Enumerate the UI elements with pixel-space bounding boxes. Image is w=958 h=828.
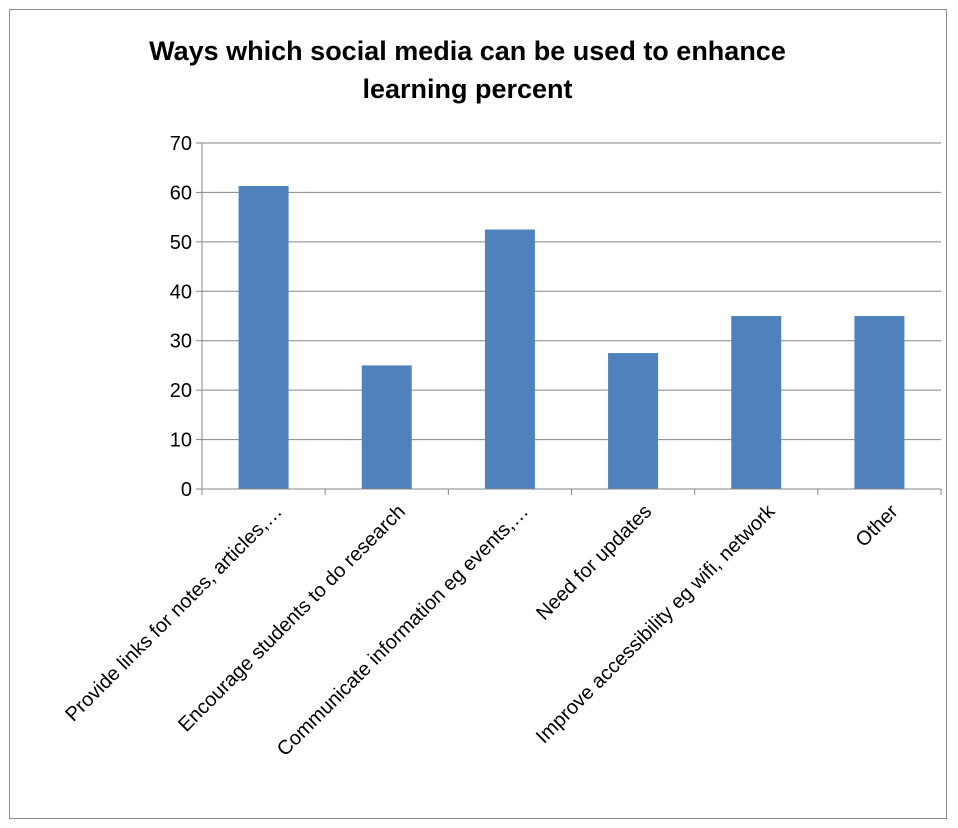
- bar-6: [854, 316, 905, 489]
- chart-frame: [9, 9, 947, 819]
- y-tick-label-40: 40: [170, 281, 192, 303]
- category-label-3: Communicate information eg events,…: [273, 501, 533, 761]
- bar-5: [731, 316, 782, 489]
- y-tick-label-20: 20: [170, 380, 192, 402]
- y-tick-label-50: 50: [170, 232, 192, 254]
- y-tick-label-70: 70: [170, 133, 192, 155]
- category-label-4: Need for updates: [532, 501, 656, 625]
- y-tick-label-10: 10: [170, 430, 192, 452]
- category-label-6: Other: [852, 500, 903, 551]
- bar-3: [484, 229, 535, 489]
- chart-title-line-1: Ways which social media can be used to e…: [149, 36, 786, 66]
- bar-4: [608, 353, 659, 489]
- bar-1: [238, 186, 289, 489]
- y-tick-label-0: 0: [181, 479, 192, 501]
- bar-2: [361, 365, 412, 489]
- chart-title: Ways which social media can be used to e…: [60, 32, 875, 108]
- chart-title-line-2: learning percent: [362, 74, 573, 104]
- y-tick-label-60: 60: [170, 182, 192, 204]
- category-label-5: Improve accessibility eg wifi, network: [532, 500, 780, 748]
- category-label-2: Encourage students to do research: [174, 501, 410, 737]
- y-tick-label-30: 30: [170, 331, 192, 353]
- category-label-1: Provide links for notes, articles,…: [61, 501, 286, 726]
